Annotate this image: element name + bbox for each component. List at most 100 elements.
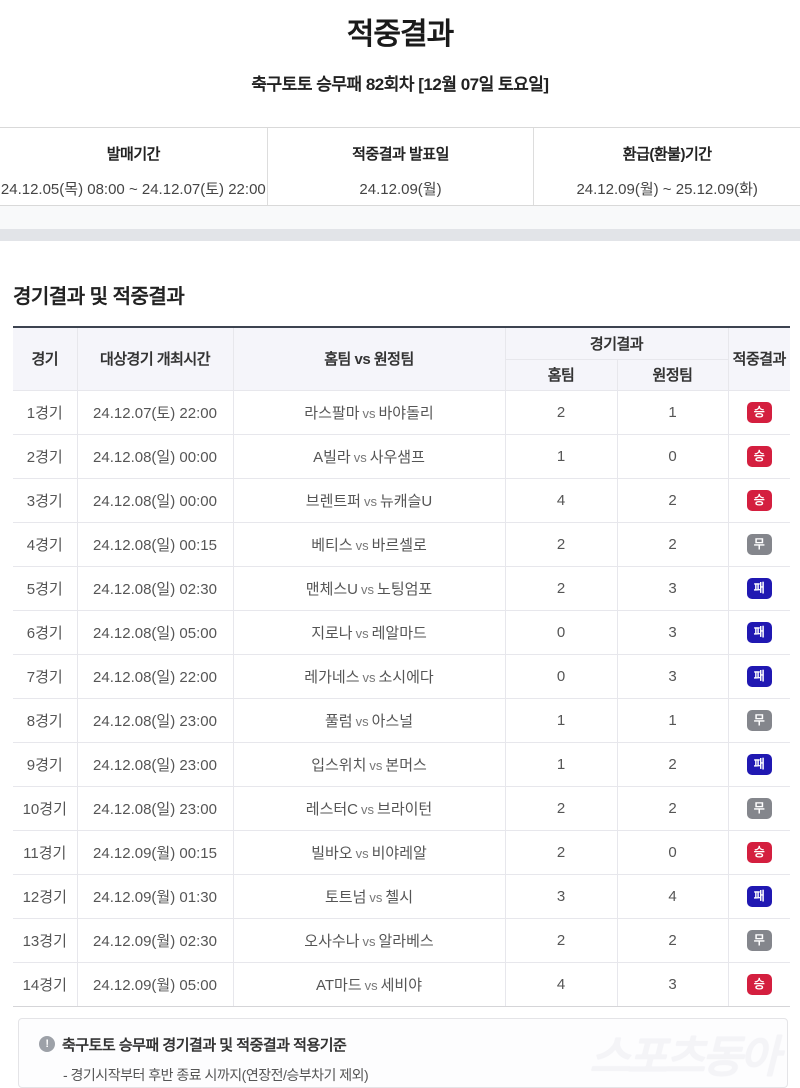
footnote-title-row: ! 축구토토 승무패 경기결과 및 적중결과 적용기준 [39,1034,767,1055]
away-score: 1 [616,698,729,743]
outcome-badge: 승 [746,489,772,511]
match-teams: 오사수나 vs 알라베스 [232,918,506,963]
vs-label: vs [369,757,383,773]
away-score: 2 [616,522,729,567]
match-number: 6경기 [13,610,78,655]
match-datetime: 24.12.08(일) 23:00 [76,742,234,787]
vs-label: vs [362,669,376,685]
outcome-badge: 승 [746,401,772,423]
match-teams: 풀럼 vs 아스널 [232,698,506,743]
home-score: 1 [504,742,618,787]
info-icon: ! [39,1036,55,1052]
page-subtitle: 축구토토 승무패 82회차 [12월 07일 토요일] [251,75,549,94]
match-teams: 레가네스 vs 소시에다 [232,654,506,699]
info-cell-sale-period: 발매기간 24.12.05(목) 08:00 ~ 24.12.07(토) 22:… [0,128,267,205]
match-number: 5경기 [13,566,78,611]
table-row: 9경기 24.12.08(일) 23:00 입스위치 vs 본머스 1 2 패 [13,742,791,787]
match-teams: 브렌트퍼 vs 뉴캐슬U [232,478,506,523]
away-score: 3 [616,654,729,699]
away-score: 2 [616,478,729,523]
vs-label: vs [361,581,375,597]
home-score: 2 [504,786,618,831]
col-header-home: 홈팀 [505,359,618,391]
away-score: 2 [616,918,729,963]
match-number: 3경기 [13,478,78,523]
outcome-cell: 승 [727,434,791,479]
match-datetime: 24.12.07(토) 22:00 [76,390,234,435]
home-score: 1 [504,698,618,743]
outcome-badge: 무 [746,929,772,951]
match-teams: 베티스 vs 바르셀로 [232,522,506,567]
results-table-header: 경기 대상경기 개최시간 홈팀 vs 원정팀 경기결과 적중결과 홈팀 원정팀 [13,327,791,391]
match-teams: A빌라 vs 사우샘프 [232,434,506,479]
match-teams: 지로나 vs 레알마드 [232,610,506,655]
match-teams: AT마드 vs 세비야 [232,962,506,1007]
match-datetime: 24.12.09(월) 00:15 [76,830,234,875]
away-score: 0 [616,830,729,875]
outcome-badge: 패 [746,577,772,599]
match-number: 14경기 [13,962,78,1007]
home-score: 2 [504,830,618,875]
match-datetime: 24.12.09(월) 05:00 [76,962,234,1007]
vs-label: vs [355,713,369,729]
match-datetime: 24.12.09(월) 02:30 [76,918,234,963]
main-content: 경기결과 및 적중결과 경기 대상경기 개최시간 홈팀 vs 원정팀 경기결과 … [0,280,800,1088]
home-score: 4 [504,478,618,523]
page-header: 적중결과 축구토토 승무패 82회차 [12월 07일 토요일] [0,0,800,127]
vs-label: vs [362,933,376,949]
home-score: 0 [504,654,618,699]
divider-band-light [0,206,800,229]
vs-label: vs [362,405,376,421]
away-score: 0 [616,434,729,479]
outcome-cell: 무 [727,918,791,963]
away-score: 1 [616,390,729,435]
outcome-badge: 무 [746,797,772,819]
match-teams: 레스터C vs 브라이턴 [232,786,506,831]
vs-label: vs [363,493,377,509]
table-row: 2경기 24.12.08(일) 00:00 A빌라 vs 사우샘프 1 0 승 [13,434,791,479]
col-header-away: 원정팀 [616,359,729,391]
info-bar: 발매기간 24.12.05(목) 08:00 ~ 24.12.07(토) 22:… [0,127,800,206]
col-header-datetime: 대상경기 개최시간 [76,327,234,391]
outcome-cell: 승 [727,478,791,523]
info-label: 적중결과 발표일 [352,146,449,163]
vs-label: vs [364,977,378,993]
table-row: 11경기 24.12.09(월) 00:15 빌바오 vs 비야레알 2 0 승 [13,830,791,875]
outcome-badge: 무 [746,533,772,555]
outcome-cell: 승 [727,962,791,1007]
outcome-cell: 무 [727,786,791,831]
match-datetime: 24.12.08(일) 00:15 [76,522,234,567]
outcome-badge: 패 [746,665,772,687]
match-number: 1경기 [13,390,78,435]
section-title: 경기결과 및 적중결과 [13,286,185,308]
home-score: 1 [504,434,618,479]
outcome-cell: 패 [727,610,791,655]
vs-label: vs [369,889,383,905]
table-row: 7경기 24.12.08(일) 22:00 레가네스 vs 소시에다 0 3 패 [13,654,791,699]
match-number: 4경기 [13,522,78,567]
table-row: 10경기 24.12.08(일) 23:00 레스터C vs 브라이턴 2 2 무 [13,786,791,831]
vs-label: vs [353,449,367,465]
vs-label: vs [355,537,369,553]
match-number: 11경기 [13,830,78,875]
away-score: 3 [616,962,729,1007]
divider-band-dark [0,229,800,241]
outcome-cell: 패 [727,742,791,787]
results-table-body: 1경기 24.12.07(토) 22:00 라스팔마 vs 바야돌리 2 1 승 2경기 24.1… [13,390,791,1007]
outcome-cell: 패 [727,874,791,919]
away-score: 4 [616,874,729,919]
match-datetime: 24.12.08(일) 22:00 [76,654,234,699]
home-score: 4 [504,962,618,1007]
match-datetime: 24.12.08(일) 00:00 [76,434,234,479]
info-cell-refund-period: 환급(환불)기간 24.12.09(월) ~ 25.12.09(화) [533,128,800,205]
match-datetime: 24.12.08(일) 00:00 [76,478,234,523]
home-score: 0 [504,610,618,655]
match-teams: 입스위치 vs 본머스 [232,742,506,787]
vs-label: vs [361,801,375,817]
away-score: 2 [616,742,729,787]
table-row: 5경기 24.12.08(일) 02:30 맨체스U vs 노팅엄포 2 3 패 [13,566,791,611]
match-number: 2경기 [13,434,78,479]
match-number: 10경기 [13,786,78,831]
info-label: 발매기간 [106,146,161,163]
info-value: 24.12.05(목) 08:00 ~ 24.12.07(토) 22:00 [0,181,266,198]
